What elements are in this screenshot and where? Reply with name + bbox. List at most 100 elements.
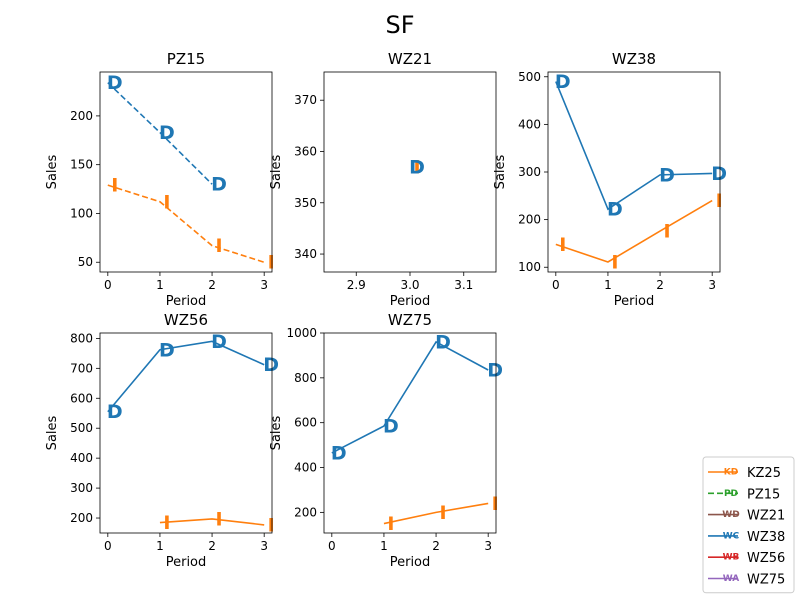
subplot-pz15: 0 1 2 3 50 100 150 200 D D D I I I I PZ15 Period Sales (45, 50, 275, 309)
legend-marker: WC (723, 531, 740, 541)
data-point-i: I (216, 508, 223, 530)
subplot-title: WZ56 (164, 311, 208, 329)
y-tick-label: 800 (294, 371, 317, 385)
legend-item-wz38: WC WZ38 (708, 530, 785, 545)
data-point-i: I (216, 235, 223, 257)
data-point-i: I (440, 502, 447, 524)
subplot-title: PZ15 (167, 50, 205, 68)
legend-item-wz75: WA WZ75 (708, 573, 785, 588)
y-tick-label: 1000 (286, 326, 317, 340)
axes-frame (99, 71, 273, 273)
series-line-i (383, 502, 489, 525)
x-tick-label: 2 (208, 539, 216, 553)
x-tick-label: 0 (104, 539, 112, 553)
y-tick-label: 800 (70, 331, 93, 345)
data-point-i: I (163, 512, 170, 534)
y-axis-label: Sales (269, 415, 284, 450)
series-line-d (107, 340, 265, 413)
x-tick-label: 2 (656, 278, 664, 292)
y-tick-label: 600 (294, 416, 317, 430)
y-tick-label: 370 (294, 93, 317, 107)
legend-item-pz15: PD PZ15 (708, 487, 780, 502)
x-tick-label: 2 (432, 539, 440, 553)
data-point-i: I (111, 175, 118, 197)
axes-frame (323, 71, 497, 273)
data-point-d: D (409, 156, 425, 178)
data-point-i: I (492, 493, 499, 515)
y-tick-label: 500 (70, 421, 93, 435)
subplot-title: WZ21 (388, 50, 432, 68)
y-tick-label: 100 (518, 260, 541, 274)
y-tick-label: 150 (70, 158, 93, 172)
legend-frame (702, 456, 795, 594)
y-tick-label: 350 (294, 196, 317, 210)
x-tick-label: 1 (604, 278, 612, 292)
legend-marker: PD (724, 489, 738, 499)
subplot-title: WZ38 (612, 50, 656, 68)
x-tick-label: 2 (208, 278, 216, 292)
data-point-d: D (555, 71, 571, 93)
data-point-d: D (107, 401, 123, 423)
x-tick-label: 3 (260, 278, 268, 292)
y-tick-label: 340 (294, 247, 317, 261)
y-tick-label: 400 (518, 117, 541, 131)
x-tick-label: 0 (104, 278, 112, 292)
series-line-d (331, 340, 489, 454)
y-tick-label: 400 (70, 451, 93, 465)
y-axis-label: Sales (269, 154, 284, 189)
data-point-i: I (413, 156, 420, 178)
y-tick-label: 50 (78, 255, 93, 269)
data-point-i: I (387, 513, 394, 535)
axes-frame (323, 332, 497, 534)
y-tick-label: 300 (518, 165, 541, 179)
subplot-title: WZ75 (388, 311, 432, 329)
x-tick-label: 0 (552, 278, 560, 292)
data-point-d: D (383, 416, 399, 438)
subplots: 0 1 2 350100150200DDDIIIIPZ15PeriodSales2.9… (45, 50, 727, 570)
y-tick-label: 600 (70, 391, 93, 405)
series-line-i (159, 518, 265, 526)
y-tick-label: 500 (518, 70, 541, 84)
subplot-wz56: 0 1 2 3 200 300 400 500 600 700 800 D D D D I I I WZ56 Peri… (45, 311, 279, 570)
legend-label: WZ56 (747, 551, 785, 566)
x-tick-label: 1 (380, 539, 388, 553)
data-point-i: I (268, 514, 275, 536)
x-tick-label: 3 (260, 539, 268, 553)
x-axis-label: Period (390, 555, 431, 570)
legend-marker: WD (722, 510, 739, 520)
legend-label: WZ38 (747, 530, 785, 545)
legend-item-wz21: WD WZ21 (708, 509, 785, 524)
x-tick-label: 3 (484, 539, 492, 553)
legend-item-wz56: WB WZ56 (708, 551, 785, 566)
x-axis-label: Period (166, 294, 207, 309)
legend-marker: KD (724, 468, 738, 478)
y-tick-label: 300 (70, 481, 93, 495)
data-point-i: I (611, 252, 618, 274)
x-tick-label: 2.9 (347, 278, 366, 292)
y-tick-label: 200 (518, 213, 541, 227)
y-tick-label: 400 (294, 461, 317, 475)
data-point-d: D (159, 339, 175, 361)
data-point-d: D (331, 442, 347, 464)
y-tick-label: 100 (70, 206, 93, 220)
data-point-d: D (211, 174, 227, 196)
y-tick-label: 200 (70, 511, 93, 525)
y-axis-label: Sales (45, 154, 60, 189)
x-tick-label: 1 (156, 278, 164, 292)
figure-title: SF (385, 11, 414, 39)
y-tick-label: 700 (70, 361, 93, 375)
legend-label: WZ75 (747, 573, 785, 588)
x-tick-label: 3.1 (454, 278, 473, 292)
y-tick-label: 360 (294, 144, 317, 158)
x-tick-label: 3 (708, 278, 716, 292)
data-point-i: I (268, 252, 275, 274)
x-tick-label: 0 (328, 539, 336, 553)
y-tick-label: 200 (70, 109, 93, 123)
data-point-d: D (435, 331, 451, 353)
series-line-i (107, 184, 265, 264)
legend-label: KZ25 (747, 466, 781, 481)
axes-frame (547, 71, 721, 273)
